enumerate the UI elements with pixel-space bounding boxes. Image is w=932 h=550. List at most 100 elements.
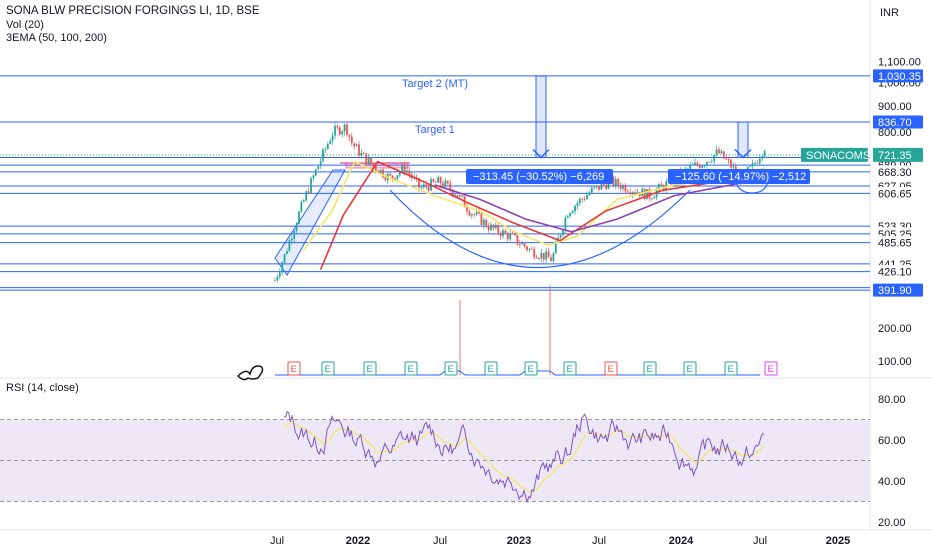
earnings-marker[interactable]	[764, 361, 778, 376]
candle-body	[317, 166, 320, 170]
rsi-line[interactable]	[283, 410, 765, 504]
level-price-tag	[873, 186, 923, 200]
candle-body	[281, 262, 284, 273]
candle-body	[732, 166, 735, 168]
ticker-badge[interactable]	[801, 147, 868, 162]
earnings-marker-label: E	[448, 364, 454, 375]
candle-body	[581, 198, 584, 200]
candle-body	[348, 134, 351, 137]
measure-result-box[interactable]	[466, 169, 613, 184]
earnings-marker-label: E	[325, 364, 331, 375]
earnings-marker[interactable]	[287, 361, 301, 376]
candle-body	[300, 201, 303, 212]
candle-body	[329, 140, 332, 144]
ema-line-3[interactable]	[434, 177, 766, 233]
earnings-marker[interactable]	[321, 361, 335, 376]
earnings-marker-label: E	[408, 364, 414, 375]
candle-body	[653, 197, 656, 199]
candle-body	[485, 219, 488, 227]
candle-body	[475, 212, 478, 215]
target1-measure-range[interactable]	[737, 121, 749, 159]
price-tick-label: 900.00	[878, 101, 912, 113]
candle-body	[694, 162, 696, 165]
candle-body	[622, 185, 624, 189]
level-price-label: 606.65	[878, 188, 912, 200]
earnings-marker[interactable]	[404, 361, 418, 376]
candle-body	[708, 161, 711, 163]
cup-arc-shape[interactable]	[389, 189, 691, 269]
candle-body	[713, 154, 716, 162]
candle-body	[600, 183, 603, 190]
candle-body	[478, 212, 480, 214]
candle-body	[331, 135, 334, 141]
target-annotation-label[interactable]: Target 2 (MT)	[402, 78, 468, 90]
candle-body	[494, 224, 497, 228]
earnings-marker-label: E	[291, 364, 297, 375]
candle-body	[540, 252, 543, 259]
candle-body	[362, 152, 365, 154]
candle-body	[650, 198, 653, 200]
candle-body	[454, 194, 456, 196]
level-price-tag	[873, 236, 923, 250]
candle-body	[605, 184, 608, 189]
candle-body	[367, 157, 370, 164]
candle-body	[449, 183, 452, 190]
level-price-label: 1,030.35	[878, 71, 921, 83]
rsi-indicator-label[interactable]: RSI (14, close)	[6, 382, 79, 394]
candle-body	[487, 226, 490, 231]
candle-body	[446, 180, 449, 184]
candle-body	[278, 272, 281, 277]
measure-result-label: −313.45 (−30.52%) −6,269	[473, 171, 604, 183]
earnings-marker[interactable]	[524, 361, 538, 376]
earnings-marker[interactable]	[604, 361, 618, 376]
earnings-marker[interactable]	[363, 361, 377, 376]
candle-body	[434, 181, 437, 183]
ema-line-2[interactable]	[319, 160, 766, 270]
candle-body	[530, 248, 533, 250]
target-annotation-label[interactable]: Target 1	[415, 124, 455, 136]
candle-body	[365, 153, 368, 164]
earnings-marker[interactable]	[683, 361, 697, 376]
currency-label[interactable]: INR	[880, 7, 899, 19]
candle-body	[326, 143, 329, 149]
candle-body	[293, 231, 296, 239]
earnings-marker[interactable]	[484, 361, 498, 376]
candle-body	[403, 165, 406, 173]
candle-body	[343, 124, 346, 132]
candle-body	[538, 258, 540, 260]
candle-body	[461, 195, 464, 197]
candle-body	[761, 156, 764, 159]
candle-body	[276, 276, 279, 281]
measure-result-box[interactable]	[668, 169, 810, 184]
candle-body	[624, 185, 627, 192]
candle-body	[612, 176, 615, 186]
ema-indicator-label[interactable]: 3EMA (50, 100, 200)	[6, 32, 107, 44]
candle-body	[590, 188, 593, 193]
candle-body	[408, 170, 411, 175]
earnings-marker[interactable]	[563, 361, 577, 376]
ticker-badge-label: SONACOMS	[806, 150, 870, 162]
candle-body	[758, 158, 761, 164]
earnings-marker[interactable]	[643, 361, 657, 376]
candle-body	[382, 169, 384, 178]
time-tick-label: Jul	[753, 535, 767, 547]
candle-body	[502, 230, 504, 237]
target2-measure-range[interactable]	[535, 75, 547, 159]
earnings-marker[interactable]	[444, 361, 458, 376]
candle-body	[756, 163, 759, 164]
ema-line-1[interactable]	[302, 160, 766, 251]
candle-body	[295, 223, 298, 232]
candle-body	[528, 248, 531, 250]
candle-body	[355, 144, 358, 147]
volume-indicator-label[interactable]: Vol (20)	[6, 19, 44, 31]
candle-body	[643, 188, 646, 200]
rsi-tick-label: 20.00	[878, 517, 906, 529]
time-tick-label: 2024	[669, 535, 694, 547]
earnings-marker[interactable]	[724, 361, 738, 376]
candle-body	[535, 257, 538, 259]
earnings-marker-label: E	[488, 364, 494, 375]
rsi-tick-label: 60.00	[878, 435, 906, 447]
time-tick-label: Jul	[433, 535, 447, 547]
candle-body	[631, 192, 634, 195]
